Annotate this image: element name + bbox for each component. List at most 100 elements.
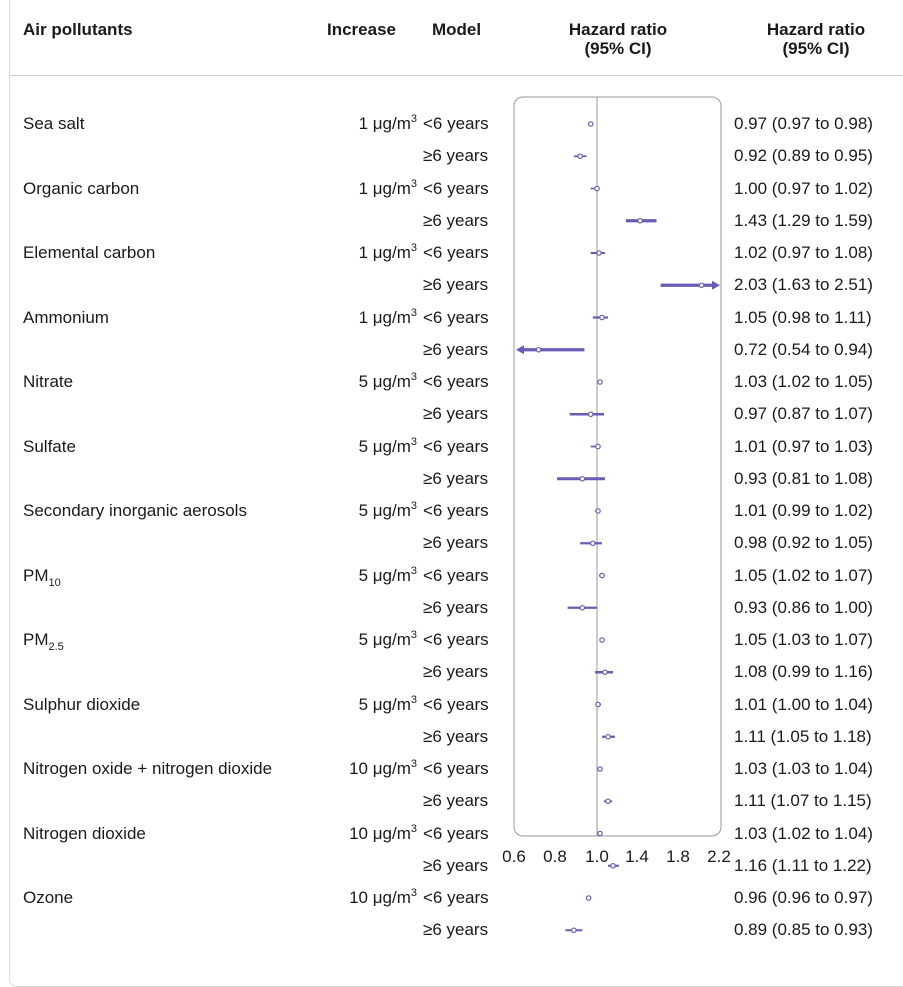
increase-superscript: 3: [410, 758, 417, 770]
pollutant-label: Nitrogen dioxide: [23, 824, 146, 844]
model-label: <6 years: [423, 630, 489, 649]
point-estimate: [599, 314, 605, 321]
increase-superscript: 3: [410, 371, 417, 383]
increase-amount: 1 μg/m: [358, 114, 411, 133]
pollutant-name: Sea salt: [23, 114, 85, 133]
header-hazard-ratio-plot-line2: (95% CI): [584, 39, 652, 58]
increase-label: 5 μg/m3: [358, 629, 417, 652]
pollutant-label: PM10: [23, 565, 61, 589]
pollutant-name: Nitrogen oxide + nitrogen dioxide: [23, 759, 273, 778]
point-estimate: [599, 572, 605, 579]
pollutant-label: Ammonium: [23, 308, 109, 328]
point-estimate: [599, 637, 605, 643]
model-label: ≥6 years: [423, 533, 489, 553]
hazard-ratio-text: 0.93 (0.81 to 1.08): [734, 468, 873, 488]
header-increase: Increase: [327, 20, 396, 39]
hazard-ratio-text: 1.05 (1.03 to 1.07): [734, 630, 873, 649]
hazard-ratio-text: 1.16 (1.11 to 1.22): [734, 855, 872, 875]
increase-label: 10 μg/m3: [349, 887, 417, 910]
model-label: ≥6 years: [423, 726, 489, 746]
model-label: <6 years: [423, 694, 489, 714]
point-estimate: [605, 798, 611, 805]
hazard-ratio-text: 1.03 (1.03 to 1.04): [734, 759, 873, 778]
hazard-ratio-text: 0.92 (0.89 to 0.95): [734, 146, 873, 166]
point-estimate: [597, 766, 603, 772]
point-estimate: [535, 346, 542, 353]
model-label: ≥6 years: [423, 791, 489, 811]
pollutant-label: Sea salt: [23, 114, 84, 134]
x-tick-label: 1.8: [666, 847, 690, 866]
model-label: ≥6 years: [423, 146, 489, 166]
hazard-ratio-text: 1.11 (1.05 to 1.18): [734, 726, 872, 746]
point-estimate: [597, 379, 603, 385]
point-estimate: [605, 733, 611, 740]
pollutant-name: Nitrate: [23, 372, 74, 391]
pollutant-subscript: 2.5: [48, 641, 64, 653]
increase-superscript: 3: [410, 887, 417, 899]
increase-amount: 5 μg/m: [358, 694, 411, 714]
model-label: ≥6 years: [423, 210, 489, 230]
increase-superscript: 3: [410, 629, 417, 641]
hazard-ratio-text: 1.02 (0.97 to 1.08): [734, 243, 873, 262]
hazard-ratio-text: 0.97 (0.97 to 0.98): [734, 114, 873, 133]
hazard-ratio-text: 1.03 (1.02 to 1.04): [734, 823, 873, 843]
increase-superscript: 3: [410, 306, 417, 319]
model-label: <6 years: [423, 501, 489, 520]
increase-amount: 5 μg/m: [358, 565, 411, 585]
model-label: <6 years: [423, 307, 489, 327]
model-label: ≥6 years: [423, 855, 489, 875]
increase-amount: 10 μg/m: [349, 823, 411, 843]
hazard-ratio-text: 0.93 (0.86 to 1.00): [734, 597, 873, 617]
model-label: ≥6 years: [423, 920, 489, 940]
model-label: <6 years: [423, 759, 489, 778]
header-hazard-ratio-plot-line1: Hazard ratio: [568, 20, 668, 39]
hazard-ratio-text: 1.05 (0.98 to 1.11): [734, 307, 872, 327]
increase-amount: 10 μg/m: [349, 759, 411, 778]
point-estimate: [589, 540, 596, 547]
increase-amount: 1 μg/m: [358, 243, 411, 262]
model-label: <6 years: [423, 888, 489, 907]
point-estimate: [637, 217, 643, 224]
increase-superscript: 3: [410, 435, 417, 448]
increase-label: 1 μg/m3: [358, 177, 417, 201]
hazard-ratio-text: 1.43 (1.29 to 1.59): [734, 210, 873, 230]
increase-label: 1 μg/m3: [358, 113, 417, 136]
increase-amount: 1 μg/m: [358, 178, 411, 198]
increase-amount: 5 μg/m: [358, 436, 411, 456]
point-estimate: [602, 669, 608, 676]
increase-label: 5 μg/m3: [358, 435, 417, 459]
pollutant-label: Secondary inorganic aerosols: [23, 501, 247, 521]
point-estimate: [595, 443, 601, 450]
increase-amount: 5 μg/m: [358, 501, 411, 520]
pollutant-label: Ozone: [23, 888, 73, 908]
model-label: <6 years: [423, 243, 489, 262]
point-estimate: [579, 604, 586, 611]
increase-amount: 5 μg/m: [358, 372, 411, 391]
model-label: <6 years: [423, 372, 489, 391]
hazard-ratio-text: 1.05 (1.02 to 1.07): [734, 565, 873, 585]
increase-amount: 5 μg/m: [358, 630, 411, 649]
header-hazard-ratio-text-line2: (95% CI): [782, 39, 850, 58]
hazard-ratio-text: 0.97 (0.87 to 1.07): [734, 404, 873, 424]
pollutant-name: PM: [23, 630, 49, 649]
pollutant-name: Secondary inorganic aerosols: [23, 501, 247, 520]
pollutant-name: PM: [23, 565, 49, 585]
ci-arrow-left: [516, 345, 524, 355]
increase-label: 1 μg/m3: [358, 242, 417, 265]
pollutant-name: Organic carbon: [23, 178, 140, 198]
point-estimate: [597, 830, 603, 837]
hazard-ratio-text: 0.98 (0.92 to 1.05): [734, 533, 873, 553]
hazard-ratio-text: 1.01 (1.00 to 1.04): [734, 694, 873, 714]
point-estimate: [610, 862, 616, 869]
header-hazard-ratio-plot: Hazard ratio (95% CI): [530, 20, 706, 58]
model-label: ≥6 years: [423, 339, 489, 359]
model-label: ≥6 years: [423, 468, 489, 488]
hazard-ratio-text: 1.03 (1.02 to 1.05): [734, 372, 873, 391]
hazard-ratio-text: 0.89 (0.85 to 0.93): [734, 920, 873, 940]
pollutant-name: Elemental carbon: [23, 243, 156, 262]
hazard-ratio-text: 1.08 (0.99 to 1.16): [734, 662, 873, 682]
pollutant-name: Nitrogen dioxide: [23, 823, 146, 843]
point-estimate: [595, 508, 601, 514]
increase-superscript: 3: [410, 177, 417, 190]
